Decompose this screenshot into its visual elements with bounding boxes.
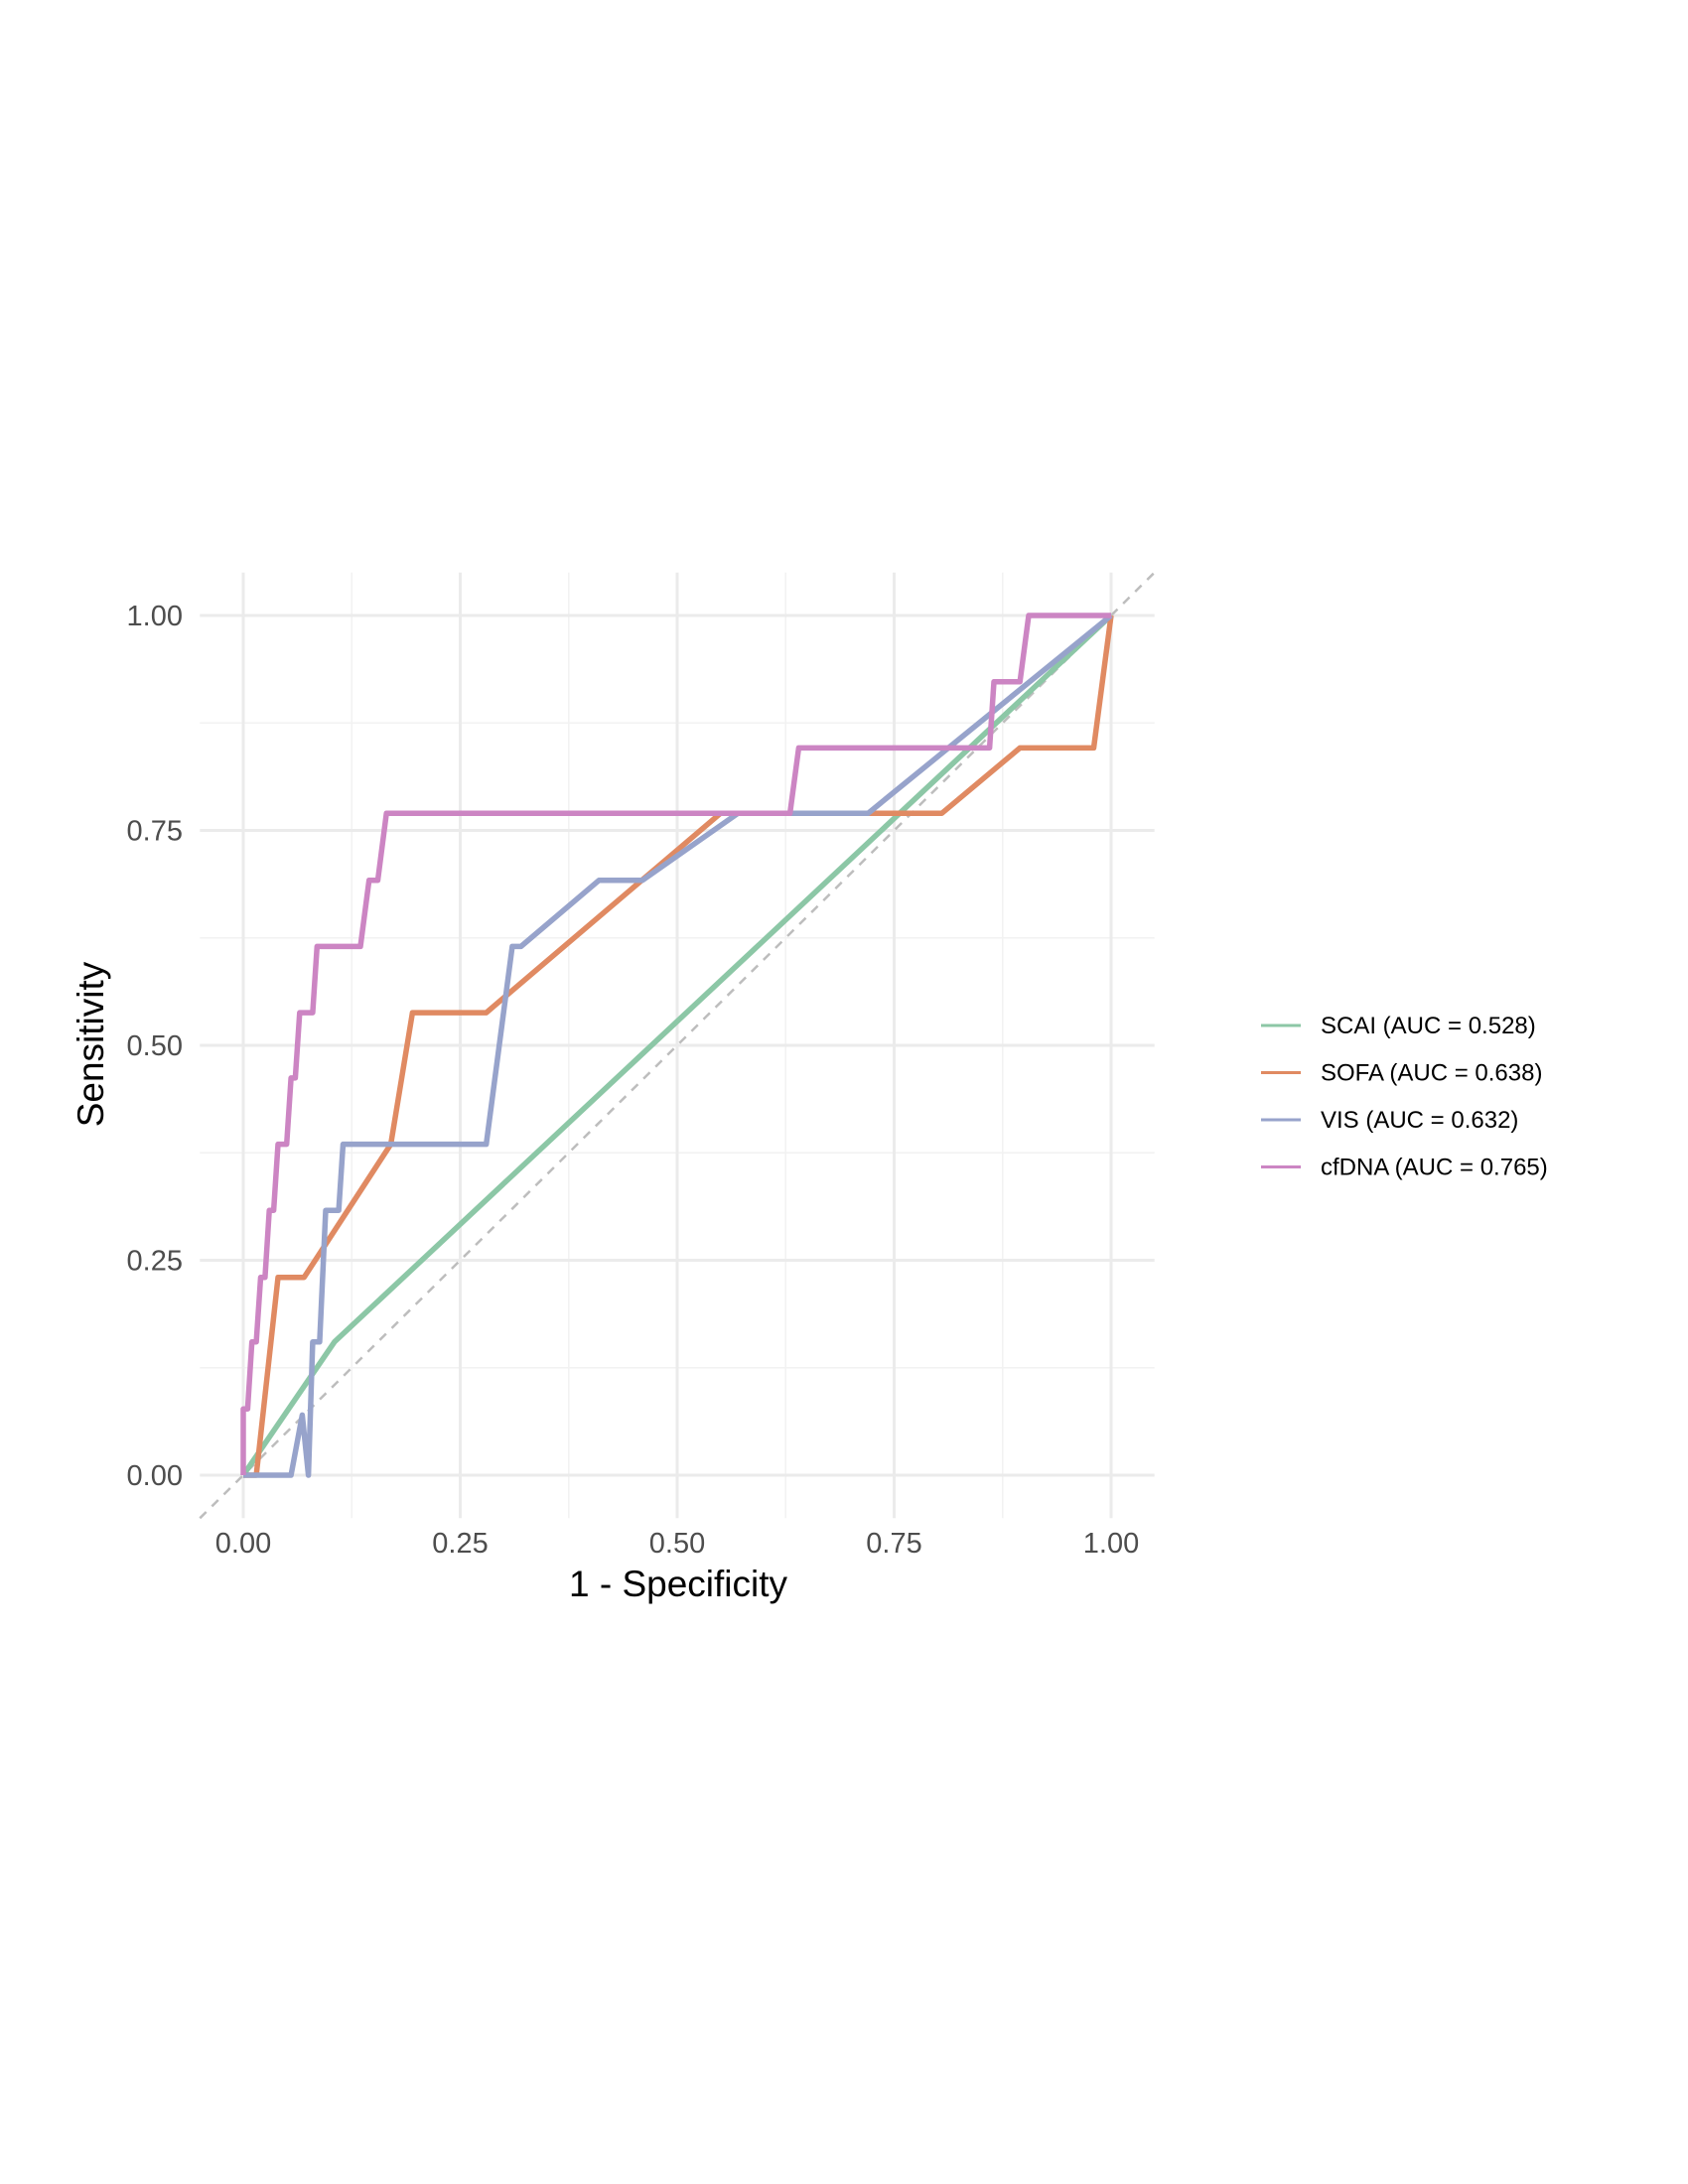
- x-tick-label: 0.75: [866, 1528, 921, 1560]
- y-tick-label: 0.25: [127, 1246, 183, 1278]
- x-axis-ticks: 0.00 0.25 0.50 0.75 1.00: [215, 1528, 1139, 1560]
- y-tick-label: 0.50: [127, 1030, 183, 1062]
- series-group: [240, 613, 1114, 1478]
- x-axis-title: 1 - Specificity: [569, 1564, 788, 1604]
- y-tick-label: 1.00: [127, 601, 183, 632]
- legend-label-vis: VIS (AUC = 0.632): [1321, 1107, 1518, 1134]
- legend: SCAI (AUC = 0.528) SOFA (AUC = 0.638) VIS …: [1261, 1013, 1548, 1181]
- series-line-sofa: [243, 614, 1114, 1478]
- grid-major: [200, 572, 1155, 1519]
- y-axis-title: Sensitivity: [70, 961, 111, 1127]
- legend-label-sofa: SOFA (AUC = 0.638): [1321, 1060, 1542, 1087]
- series-line-vis: [243, 613, 1113, 1478]
- reference-diagonal-line: [199, 571, 1156, 1520]
- y-axis-ticks: 0.00 0.25 0.50 0.75 1.00: [127, 601, 183, 1492]
- legend-label-scai: SCAI (AUC = 0.528): [1321, 1013, 1536, 1039]
- y-tick-label: 0.00: [127, 1460, 183, 1492]
- reference-diagonal-group: [199, 571, 1156, 1520]
- legend-label-cfdna: cfDNA (AUC = 0.765): [1321, 1155, 1548, 1181]
- series-line-cfdna: [240, 613, 1111, 1475]
- series-line-scai: [240, 613, 1113, 1477]
- x-tick-label: 0.25: [432, 1528, 488, 1560]
- x-tick-label: 0.50: [649, 1528, 705, 1560]
- y-tick-label: 0.75: [127, 816, 183, 848]
- x-tick-label: 1.00: [1083, 1528, 1139, 1560]
- x-tick-label: 0.00: [215, 1528, 271, 1560]
